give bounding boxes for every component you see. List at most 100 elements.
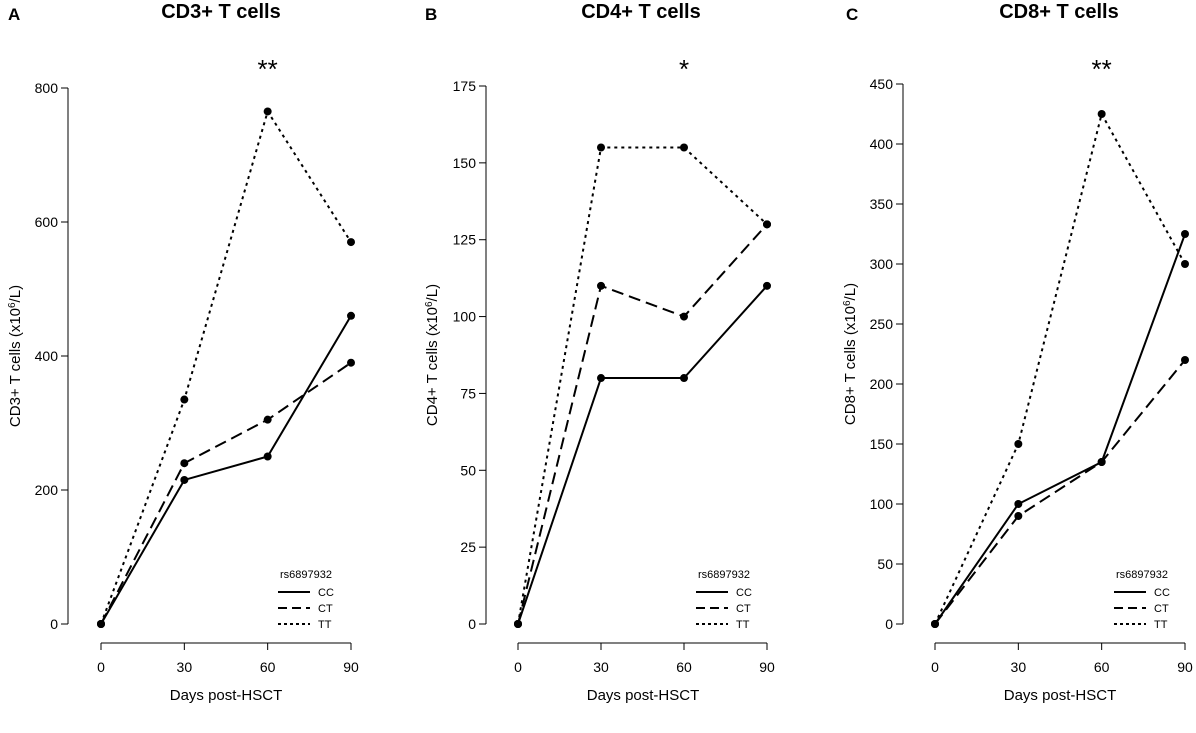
chart-title: CD4+ T cells (581, 1, 701, 23)
data-point-tt (97, 620, 105, 628)
data-point-cc (1181, 230, 1189, 238)
chart-title: CD3+ T cells (161, 1, 281, 23)
data-point-tt (180, 395, 189, 404)
series-line-ct (517, 223, 768, 625)
data-point-cc (180, 475, 189, 484)
x-tick-label: 60 (1094, 659, 1110, 675)
legend-label: CC (1154, 587, 1170, 599)
y-tick-label: 350 (870, 196, 894, 212)
series-line-cc (934, 233, 1186, 625)
x-tick-label: 60 (260, 659, 276, 675)
chart-title: CD8+ T cells (999, 1, 1119, 23)
x-axis-label: Days post-HSCT (1004, 687, 1117, 704)
y-tick-label: 25 (460, 539, 476, 555)
x-tick-label: 30 (177, 659, 193, 675)
data-point-tt (1181, 260, 1189, 268)
x-tick-label: 30 (1011, 659, 1027, 675)
data-point-ct (1097, 458, 1106, 466)
significance-marker: ** (1092, 54, 1112, 84)
data-point-cc (680, 374, 688, 383)
y-tick-label: 400 (870, 136, 894, 152)
legend-label: CC (736, 587, 752, 599)
y-axis-label-main: CD3+ T cells (x10 (7, 308, 24, 427)
y-axis-label: CD4+ T cells (x106/L) (424, 284, 442, 426)
x-tick-label: 0 (514, 659, 522, 675)
data-point-cc (1014, 500, 1023, 508)
data-point-ct (680, 312, 688, 321)
y-axis-label-unit: /L) (424, 284, 441, 302)
data-point-tt (1014, 440, 1023, 448)
chart-panel-c: C CD8+ T cells050100150200250300350400450… (842, 1, 1193, 704)
y-tick-label: 50 (877, 556, 893, 572)
data-point-tt (763, 220, 771, 229)
series-line-cc (517, 285, 768, 625)
y-tick-label: 600 (35, 214, 59, 230)
y-tick-label: 150 (870, 436, 894, 452)
y-axis-label-superscript: 6 (7, 302, 18, 308)
y-tick-label: 100 (453, 309, 477, 325)
series-line-tt (517, 146, 768, 625)
panel-letter: B (425, 5, 437, 24)
legend-title: rs6897932 (1116, 569, 1168, 581)
y-tick-label: 0 (468, 616, 476, 632)
x-tick-label: 90 (343, 659, 359, 675)
data-point-ct (597, 281, 605, 290)
data-point-cc (763, 281, 771, 290)
legend-label: CT (1154, 603, 1169, 615)
significance-marker: ** (258, 54, 278, 84)
data-point-ct (180, 459, 189, 468)
data-point-tt (931, 620, 939, 628)
y-tick-label: 100 (870, 496, 894, 512)
y-tick-label: 50 (460, 462, 476, 478)
chart-panel-b: B CD4+ T cells 0 25 50 75 100 125 150 175 0 30 60 90 D… (424, 1, 775, 704)
y-tick-label: 450 (870, 76, 894, 92)
chart-panel-a: A CD3+ T cells 0 200 400 600 800 0 30 60 90 Days po… (7, 1, 359, 704)
legend-label: CC (318, 587, 334, 599)
y-tick-label: 200 (870, 376, 894, 392)
y-tick-label: 0 (885, 616, 893, 632)
data-point-tt (1097, 110, 1106, 118)
x-tick-label: 0 (931, 659, 939, 675)
y-axis-label-unit: /L) (842, 283, 859, 301)
y-tick-label: 250 (870, 316, 894, 332)
y-axis-label-main: CD8+ T cells (x10 (842, 306, 859, 425)
y-axis-label-superscript: 6 (842, 300, 853, 306)
x-tick-label: 90 (759, 659, 775, 675)
data-point-ct (347, 358, 355, 367)
y-tick-label: 800 (35, 80, 59, 96)
legend-label: TT (318, 619, 332, 631)
y-tick-label: 150 (453, 155, 477, 171)
y-axis-label-unit: /L) (7, 285, 24, 303)
legend-label: TT (736, 619, 750, 631)
series-line-cc (100, 315, 352, 625)
legend-label: CT (736, 603, 751, 615)
legend-label: CT (318, 603, 333, 615)
y-axis-label: CD8+ T cells (x106/L) (842, 283, 860, 425)
x-tick-label: 30 (593, 659, 609, 675)
significance-marker: * (679, 54, 689, 84)
panel-letter: A (8, 5, 20, 24)
y-tick-label: 175 (453, 78, 477, 94)
y-axis-label: CD3+ T cells (x106/L) (7, 285, 25, 427)
legend-label: TT (1154, 619, 1168, 631)
y-tick-label: 125 (453, 232, 477, 248)
legend-title: rs6897932 (280, 569, 332, 581)
data-point-ct (263, 415, 272, 424)
series-line-ct (934, 359, 1186, 625)
data-point-ct (1014, 512, 1023, 520)
y-tick-label: 200 (35, 482, 59, 498)
x-tick-label: 60 (676, 659, 692, 675)
series-line-tt (100, 109, 352, 625)
y-axis-label-main: CD4+ T cells (x10 (424, 307, 441, 426)
data-point-tt (597, 143, 605, 152)
x-axis-label: Days post-HSCT (170, 687, 283, 704)
x-axis-label: Days post-HSCT (587, 687, 700, 704)
series-line-ct (100, 361, 352, 625)
data-point-cc (347, 311, 355, 320)
x-tick-label: 0 (97, 659, 105, 675)
x-tick-label: 90 (1177, 659, 1193, 675)
data-point-cc (263, 452, 272, 461)
y-tick-label: 75 (460, 385, 476, 401)
series-line-tt (934, 111, 1186, 625)
